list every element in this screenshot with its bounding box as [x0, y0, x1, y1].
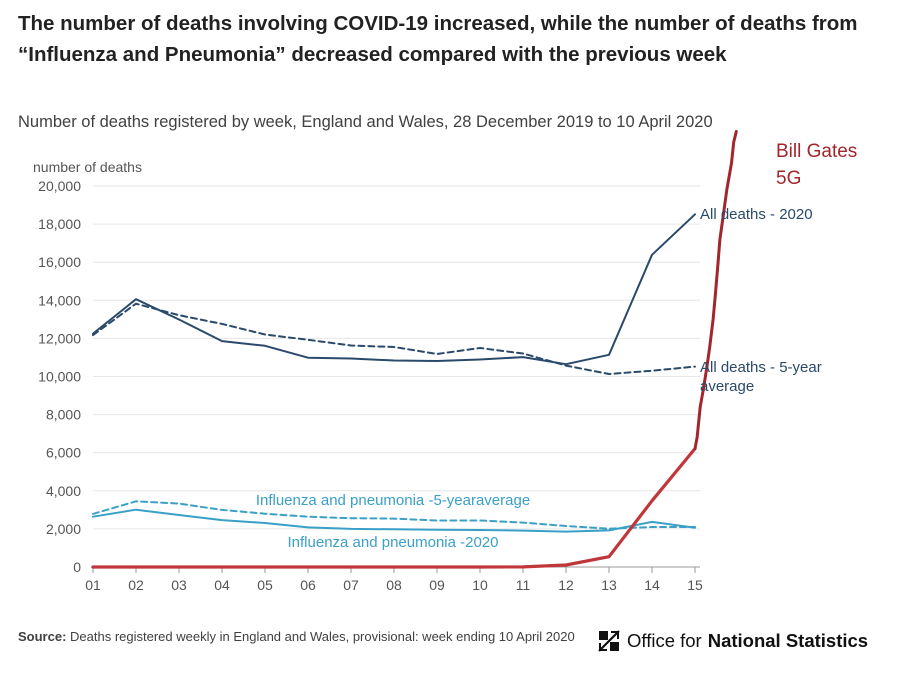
y-tick-label: 20,000	[38, 178, 81, 194]
series-line-2	[92, 500, 696, 530]
source-note: Source: Deaths registered weekly in Engl…	[18, 627, 578, 646]
x-tick-label: 02	[128, 577, 144, 593]
x-tick-label: 06	[300, 577, 316, 593]
y-tick-label: 2,000	[46, 521, 81, 537]
x-tick-label: 14	[644, 577, 660, 593]
ons-logo-icon	[598, 630, 620, 652]
series-line-4	[91, 447, 697, 569]
x-tick-label: 13	[601, 577, 617, 593]
x-tick-label: 12	[558, 577, 574, 593]
chart-subtitle: Number of deaths registered by week, Eng…	[18, 113, 713, 131]
x-tick-label: 01	[85, 577, 101, 593]
series-line-0	[92, 213, 696, 366]
series-label-all-deaths-average-line1: All deaths - 5-year	[700, 359, 822, 376]
x-tick-label: 05	[257, 577, 273, 593]
y-tick-label: 6,000	[46, 445, 81, 461]
x-tick-label: 03	[171, 577, 187, 593]
y-tick-label: 10,000	[38, 369, 81, 385]
annotation-text-line: Bill Gates	[776, 141, 857, 162]
y-tick-label: 14,000	[38, 292, 81, 308]
series-label-all-deaths-2020: All deaths - 2020	[700, 206, 813, 223]
annotation-text-line: 5G	[776, 168, 801, 189]
ons-logo: Office for National Statistics	[597, 628, 868, 654]
x-tick-label: 04	[214, 577, 230, 593]
y-tick-label: 18,000	[38, 216, 81, 232]
y-tick-label: 8,000	[46, 407, 81, 423]
chart-title: The number of deaths involving COVID-19 …	[18, 12, 858, 66]
x-tick-label: 08	[386, 577, 402, 593]
source-text: Deaths registered weekly in England and …	[70, 629, 575, 644]
series-line-1	[92, 302, 696, 375]
annotation-line	[693, 130, 738, 451]
x-tick-label: 07	[343, 577, 359, 593]
x-tick-label: 15	[687, 577, 703, 593]
y-axis-label: number of deaths	[33, 159, 142, 175]
y-tick-label: 12,000	[38, 330, 81, 346]
logo-text-bold: National Statistics	[707, 630, 869, 651]
y-tick-label: 4,000	[46, 483, 81, 499]
series-line-3	[92, 508, 696, 533]
x-tick-label: 09	[429, 577, 445, 593]
x-tick-label: 11	[516, 577, 531, 593]
logo-text-regular: Office for	[627, 630, 702, 651]
y-tick-label: 16,000	[38, 254, 81, 270]
x-tick-label: 10	[472, 577, 488, 593]
series-label-all-deaths-average-line2: average	[700, 378, 754, 395]
source-label: Source:	[18, 629, 67, 644]
series-label-flu-average: Influenza and pneumonia -5-yearaverage	[256, 492, 530, 509]
series-label-flu-2020: Influenza and pneumonia -2020	[288, 534, 499, 551]
y-tick-label: 0	[73, 559, 81, 575]
